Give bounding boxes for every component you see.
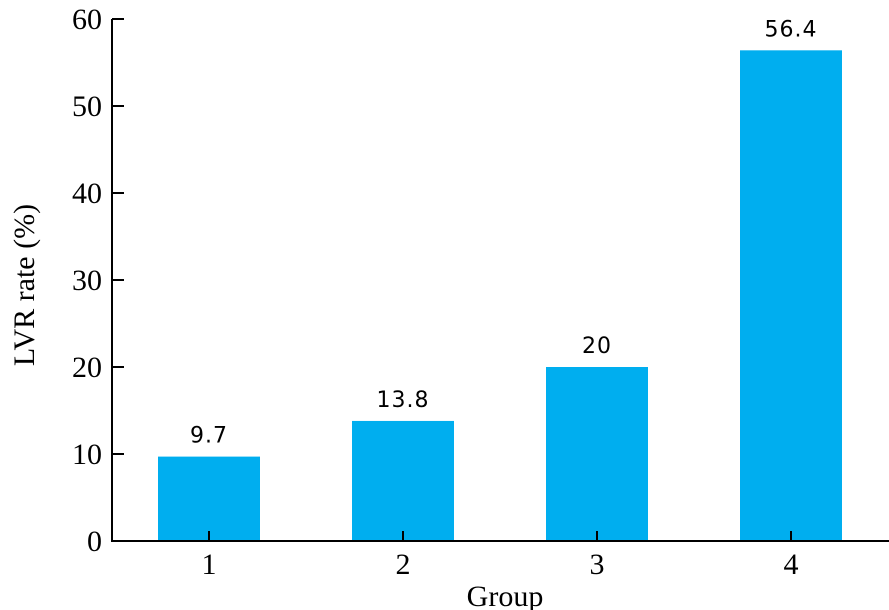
bar-group-1 xyxy=(158,456,260,541)
data-label-group-1: 9.7 xyxy=(190,424,228,449)
x-tick-label: 1 xyxy=(202,548,217,581)
y-tick-label: 30 xyxy=(72,264,102,297)
y-tick-label: 10 xyxy=(72,438,102,471)
bar-group-3 xyxy=(546,367,648,541)
y-ticks-layer: 0 10 20 30 40 50 60 xyxy=(72,3,124,558)
x-tick-label: 3 xyxy=(590,548,605,581)
x-tick-label: 4 xyxy=(784,548,799,581)
y-axis-title: LVR rate (%) xyxy=(8,204,41,366)
x-tick-label: 2 xyxy=(396,548,411,581)
y-tick-label: 20 xyxy=(72,351,102,384)
bar-group-2 xyxy=(352,420,454,541)
y-tick-label: 40 xyxy=(72,177,102,210)
x-ticks-layer: 1 2 3 4 xyxy=(202,531,799,581)
data-label-group-2: 13.8 xyxy=(377,388,430,413)
y-tick-label: 60 xyxy=(72,3,102,36)
data-label-group-3: 20 xyxy=(582,334,612,359)
data-label-group-4: 56.4 xyxy=(765,17,818,42)
bars-layer xyxy=(158,50,842,541)
x-axis-title: Group xyxy=(467,580,544,610)
y-tick-label: 0 xyxy=(87,525,102,558)
y-tick-label: 50 xyxy=(72,90,102,123)
data-labels-layer: 9.7 13.8 20 56.4 xyxy=(190,17,818,449)
bar-group-4 xyxy=(740,50,842,541)
